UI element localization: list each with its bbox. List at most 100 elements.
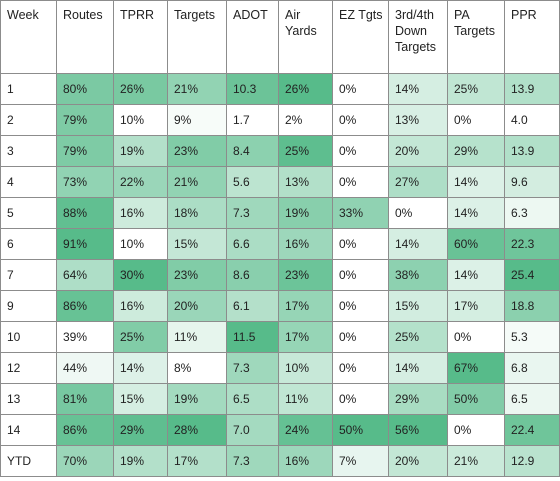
stat-cell: 10%: [278, 352, 333, 384]
stat-cell: 18%: [167, 197, 227, 229]
stat-cell: 56%: [388, 414, 448, 446]
stat-cell: 18.8: [504, 290, 560, 322]
table-row: 9 86% 16% 20% 6.1 17% 0% 15% 17% 18.8: [0, 290, 560, 322]
stat-cell: 13.9: [504, 73, 560, 105]
stat-cell: 70%: [56, 445, 114, 477]
stat-cell: 8%: [167, 352, 227, 384]
column-header: 3rd/4th Down Targets: [388, 0, 448, 74]
stat-cell: 91%: [56, 228, 114, 260]
stat-cell: 16%: [278, 445, 333, 477]
week-cell: 14: [0, 414, 57, 446]
column-header: Routes: [56, 0, 114, 74]
stat-cell: 23%: [167, 135, 227, 167]
stat-cell: 6.5: [504, 383, 560, 415]
stat-cell: 0%: [447, 104, 505, 136]
stat-cell: 1.7: [226, 104, 279, 136]
week-cell: 9: [0, 290, 57, 322]
stat-cell: 16%: [278, 228, 333, 260]
table-row: 4 73% 22% 21% 5.6 13% 0% 27% 14% 9.6: [0, 166, 560, 198]
stat-cell: 0%: [332, 290, 389, 322]
stat-cell: 7%: [332, 445, 389, 477]
stat-cell: 0%: [332, 383, 389, 415]
table-row: 5 88% 16% 18% 7.3 19% 33% 0% 14% 6.3: [0, 197, 560, 229]
week-cell: 2: [0, 104, 57, 136]
stat-cell: 26%: [113, 73, 168, 105]
stat-cell: 0%: [332, 104, 389, 136]
stat-cell: 21%: [167, 166, 227, 198]
stat-cell: 17%: [278, 290, 333, 322]
stat-cell: 0%: [332, 135, 389, 167]
stat-cell: 29%: [113, 414, 168, 446]
stat-cell: 15%: [388, 290, 448, 322]
stat-cell: 50%: [332, 414, 389, 446]
stat-cell: 29%: [447, 135, 505, 167]
stat-cell: 0%: [332, 259, 389, 291]
stat-cell: 0%: [332, 73, 389, 105]
stat-cell: 8.6: [226, 259, 279, 291]
stat-cell: 23%: [278, 259, 333, 291]
stat-cell: 67%: [447, 352, 505, 384]
stat-cell: 50%: [447, 383, 505, 415]
table-row: 7 64% 30% 23% 8.6 23% 0% 38% 14% 25.4: [0, 259, 560, 291]
stat-cell: 86%: [56, 290, 114, 322]
stat-cell: 6.5: [226, 383, 279, 415]
stat-cell: 81%: [56, 383, 114, 415]
stat-cell: 0%: [332, 352, 389, 384]
table-row: 12 44% 14% 8% 7.3 10% 0% 14% 67% 6.8: [0, 352, 560, 384]
stat-cell: 21%: [447, 445, 505, 477]
stat-cell: 19%: [113, 445, 168, 477]
stat-cell: 80%: [56, 73, 114, 105]
stat-cell: 0%: [447, 414, 505, 446]
week-cell: 5: [0, 197, 57, 229]
week-cell: 7: [0, 259, 57, 291]
stat-cell: 64%: [56, 259, 114, 291]
stat-cell: 28%: [167, 414, 227, 446]
stat-cell: 7.3: [226, 352, 279, 384]
stat-cell: 86%: [56, 414, 114, 446]
stat-cell: 14%: [113, 352, 168, 384]
stat-cell: 30%: [113, 259, 168, 291]
stat-cell: 16%: [113, 197, 168, 229]
week-cell: 13: [0, 383, 57, 415]
stat-cell: 13%: [388, 104, 448, 136]
stat-cell: 20%: [388, 445, 448, 477]
header-row: Week Routes TPRR Targets ADOT Air Yards EZ Tgt…: [0, 0, 560, 74]
stat-cell: 8.4: [226, 135, 279, 167]
stat-cell: 13.9: [504, 135, 560, 167]
stat-cell: 2%: [278, 104, 333, 136]
column-header: Targets: [167, 0, 227, 74]
week-cell: 6: [0, 228, 57, 260]
stat-cell: 16%: [113, 290, 168, 322]
stat-cell: 0%: [332, 321, 389, 353]
stat-cell: 21%: [167, 73, 227, 105]
column-header: PA Targets: [447, 0, 505, 74]
stat-cell: 15%: [167, 228, 227, 260]
stat-cell: 17%: [447, 290, 505, 322]
stat-cell: 0%: [332, 166, 389, 198]
stat-cell: 23%: [167, 259, 227, 291]
week-cell: 1: [0, 73, 57, 105]
stat-cell: 79%: [56, 135, 114, 167]
stat-cell: 0%: [388, 197, 448, 229]
stat-cell: 7.3: [226, 445, 279, 477]
stat-cell: 79%: [56, 104, 114, 136]
stat-cell: 38%: [388, 259, 448, 291]
stat-cell: 11%: [278, 383, 333, 415]
week-cell: 3: [0, 135, 57, 167]
column-header: EZ Tgts: [332, 0, 389, 74]
stat-cell: 5.6: [226, 166, 279, 198]
stat-cell: 0%: [332, 228, 389, 260]
stat-cell: 9.6: [504, 166, 560, 198]
stat-cell: 39%: [56, 321, 114, 353]
stat-cell: 6.1: [226, 290, 279, 322]
stat-cell: 24%: [278, 414, 333, 446]
stat-cell: 0%: [447, 321, 505, 353]
stat-cell: 14%: [388, 73, 448, 105]
stat-cell: 7.0: [226, 414, 279, 446]
stat-cell: 26%: [278, 73, 333, 105]
stat-cell: 14%: [447, 166, 505, 198]
stat-cell: 88%: [56, 197, 114, 229]
column-header: Week: [0, 0, 57, 74]
table-row: 14 86% 29% 28% 7.0 24% 50% 56% 0% 22.4: [0, 414, 560, 446]
stat-cell: 4.0: [504, 104, 560, 136]
